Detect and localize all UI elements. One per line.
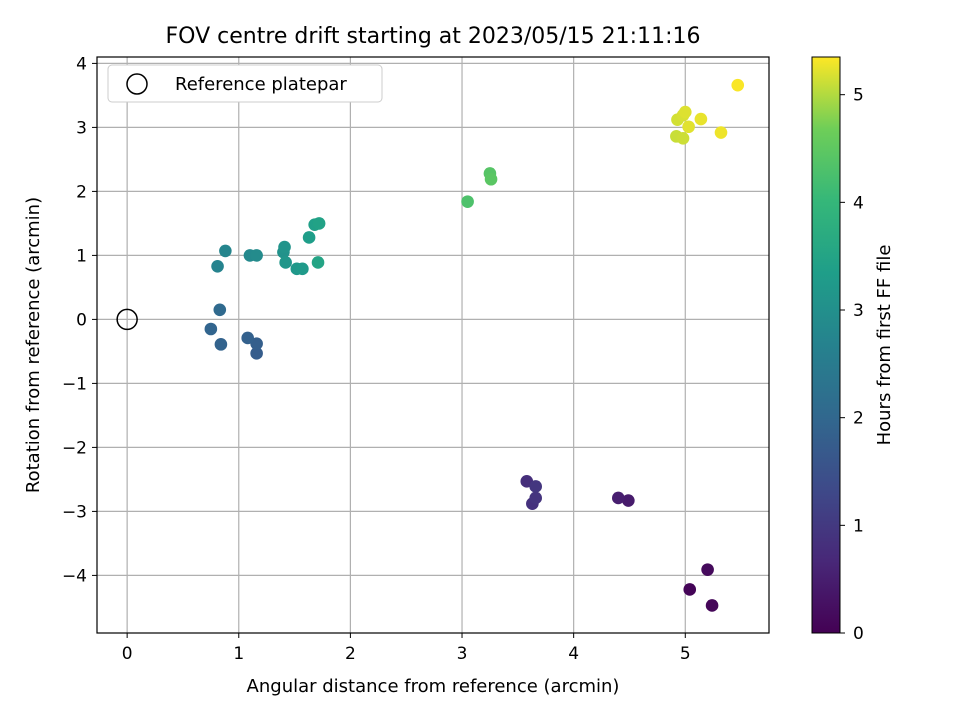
data-point xyxy=(694,112,708,126)
reference-platepar-marker xyxy=(116,308,138,331)
x-tick-label: 5 xyxy=(680,644,691,664)
data-point xyxy=(731,78,745,92)
y-tick-label: −4 xyxy=(62,566,87,586)
legend-label: Reference platepar xyxy=(175,74,347,95)
data-point xyxy=(213,303,227,317)
data-point xyxy=(312,217,326,230)
colorbar-tick-label: 2 xyxy=(853,409,864,429)
y-tick-label: −1 xyxy=(62,374,87,394)
data-point xyxy=(279,256,292,269)
data-point xyxy=(214,338,228,351)
data-point xyxy=(461,195,474,208)
data-points xyxy=(204,78,745,612)
x-tick-label: 1 xyxy=(233,644,244,664)
colorbar-tick-label: 1 xyxy=(853,516,864,536)
data-point xyxy=(714,126,728,139)
data-point xyxy=(529,491,542,505)
data-point xyxy=(241,331,254,345)
data-point xyxy=(676,131,690,145)
plot-frame xyxy=(96,56,770,634)
data-point xyxy=(219,244,232,258)
x-tick-label: 3 xyxy=(457,644,468,664)
reference-marker-group xyxy=(116,308,138,331)
data-point xyxy=(612,491,625,505)
colorbar-gradient xyxy=(811,56,841,634)
x-tick-label: 0 xyxy=(122,644,133,664)
data-point xyxy=(204,322,218,336)
colorbar-tick-label: 4 xyxy=(853,193,864,213)
data-point xyxy=(250,337,263,351)
y-tick-label: −3 xyxy=(62,502,87,522)
data-point xyxy=(311,256,325,269)
y-tick-label: 4 xyxy=(76,54,87,74)
chart-title: FOV centre drift starting at 2023/05/15 … xyxy=(166,24,701,49)
data-point xyxy=(296,262,309,276)
data-point xyxy=(701,563,714,576)
data-point xyxy=(683,583,697,596)
data-point xyxy=(682,120,695,134)
y-tick-label: 0 xyxy=(76,310,87,330)
data-point xyxy=(678,105,692,119)
x-tick-label: 4 xyxy=(568,644,579,664)
x-axis-ticks: 0 1 2 3 4 5 xyxy=(122,633,691,664)
y-tick-label: 2 xyxy=(76,182,87,202)
data-point xyxy=(705,599,719,612)
data-point xyxy=(484,172,498,186)
legend: Reference platepar xyxy=(107,64,383,103)
colorbar: 0 1 2 3 4 5 Hours from first FF file xyxy=(811,56,895,644)
data-point xyxy=(211,259,224,273)
y-tick-label: 3 xyxy=(76,118,87,138)
y-tick-label: 1 xyxy=(76,246,87,266)
y-tick-label: −2 xyxy=(62,438,87,458)
data-point xyxy=(529,480,542,493)
grid-lines xyxy=(97,57,769,633)
legend-marker xyxy=(126,73,148,95)
data-point xyxy=(250,347,263,360)
y-axis-label: Rotation from reference (arcmin) xyxy=(23,197,44,493)
data-point xyxy=(622,494,635,507)
colorbar-tick-label: 3 xyxy=(853,301,864,321)
x-tick-label: 2 xyxy=(345,644,356,664)
x-axis-label: Angular distance from reference (arcmin) xyxy=(247,676,620,697)
data-point xyxy=(278,240,291,254)
y-axis-ticks: −4 −3 −2 −1 0 1 2 3 4 xyxy=(62,54,97,586)
colorbar-tick-label: 0 xyxy=(853,624,864,644)
legend-box xyxy=(107,64,383,103)
colorbar-ticks: 0 1 2 3 4 5 xyxy=(840,86,864,644)
data-point xyxy=(302,231,316,244)
colorbar-label: Hours from first FF file xyxy=(874,245,895,446)
colorbar-tick-label: 5 xyxy=(853,86,864,106)
data-point xyxy=(250,249,263,262)
